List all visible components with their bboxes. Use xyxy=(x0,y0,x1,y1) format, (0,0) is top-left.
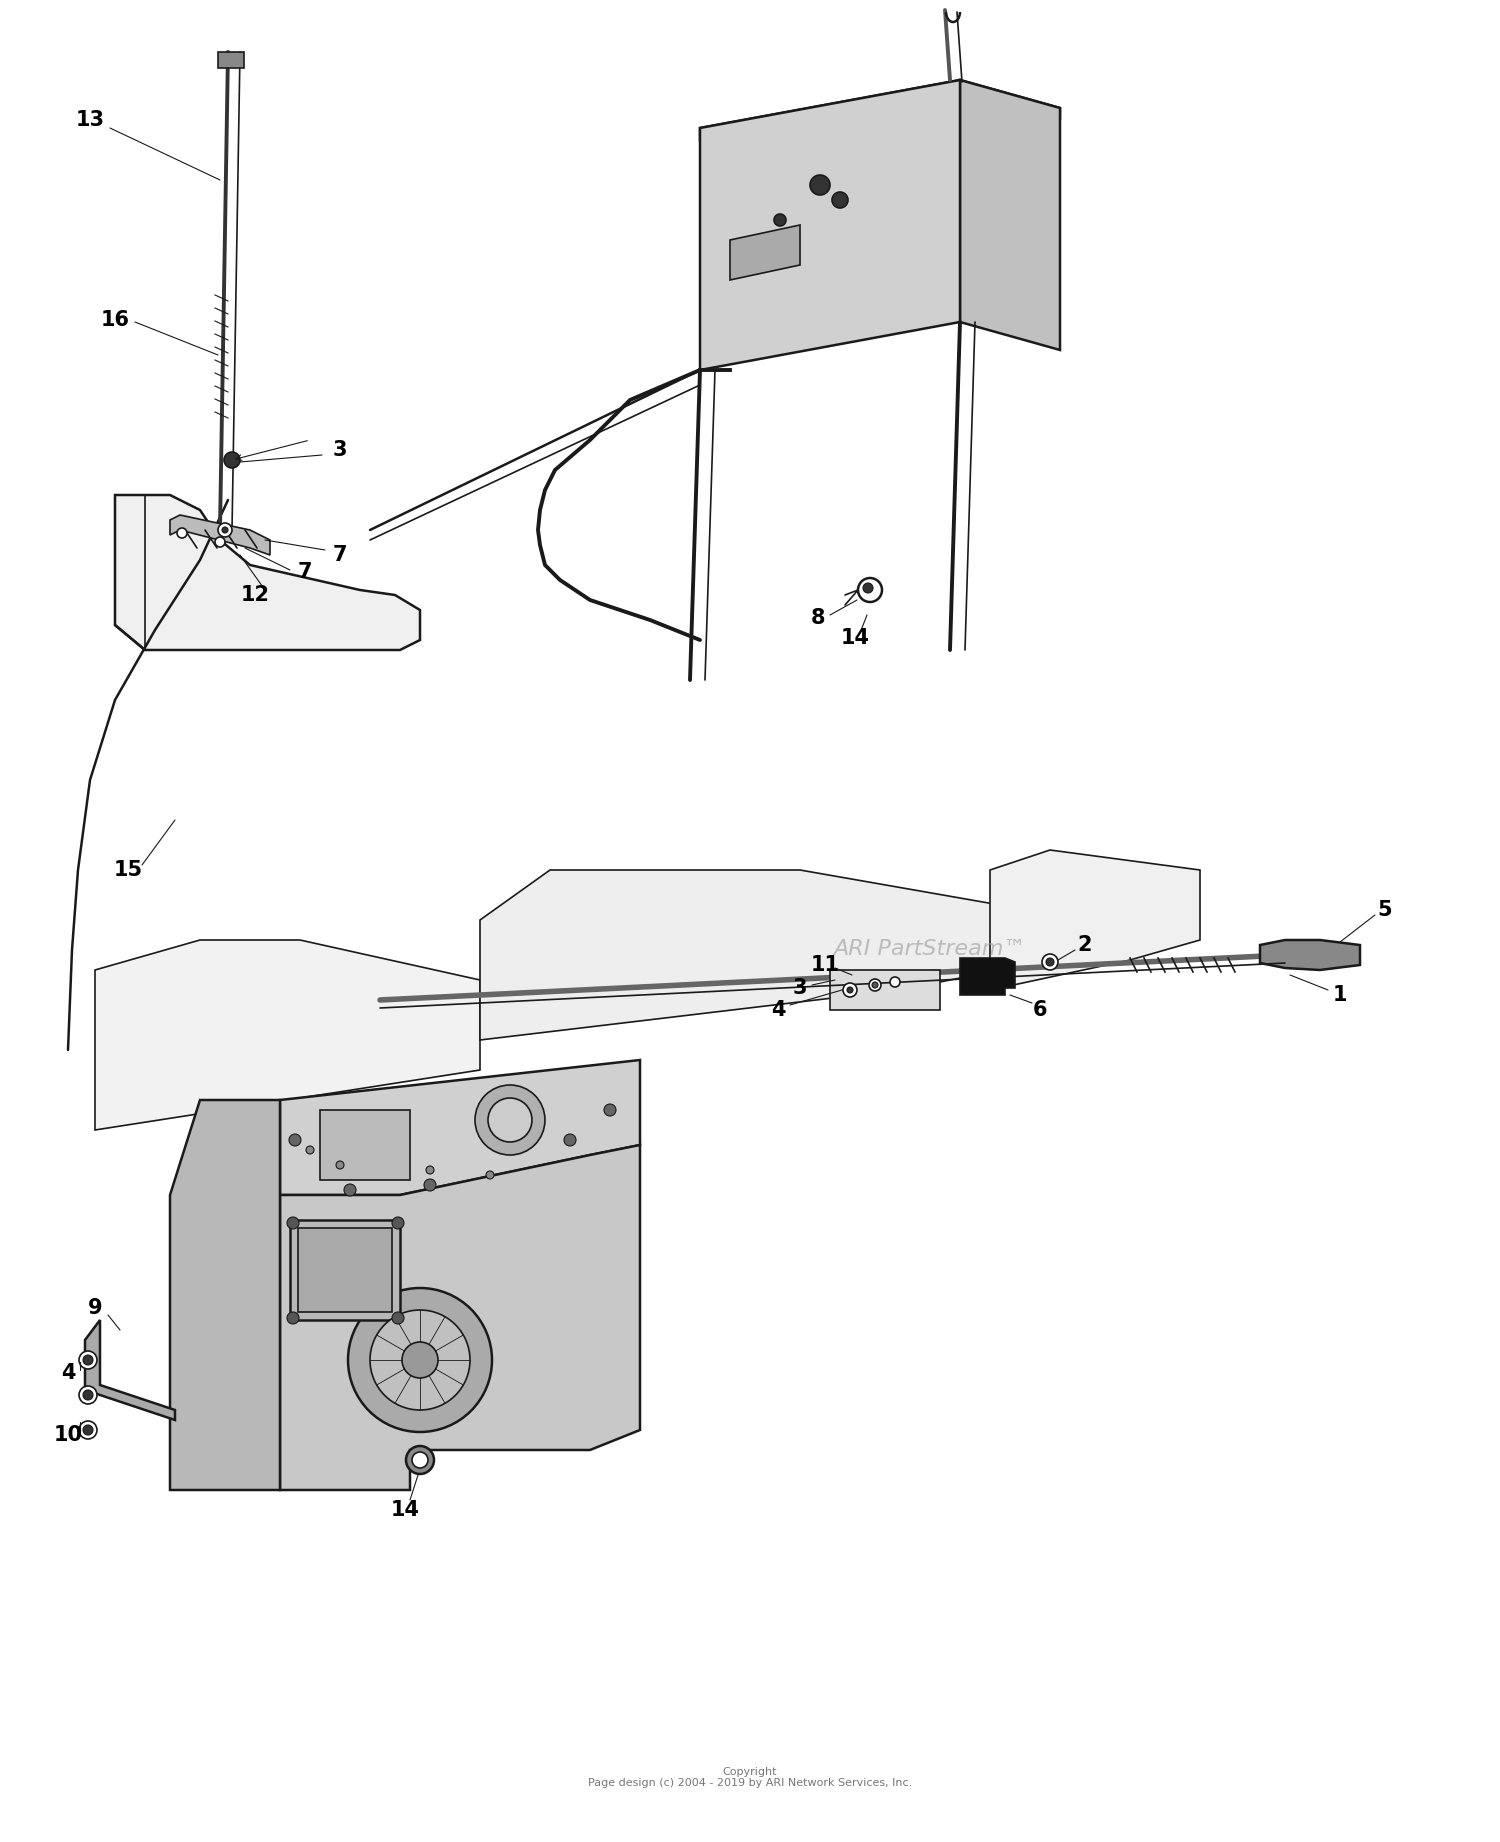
Circle shape xyxy=(871,982,877,987)
Text: 4: 4 xyxy=(60,1363,75,1383)
Polygon shape xyxy=(116,495,420,650)
Text: 14: 14 xyxy=(390,1499,420,1520)
Circle shape xyxy=(217,523,232,538)
Circle shape xyxy=(488,1098,532,1142)
Circle shape xyxy=(833,192,848,208)
Bar xyxy=(290,1219,400,1321)
Circle shape xyxy=(564,1135,576,1146)
Text: 2: 2 xyxy=(1077,936,1092,954)
Text: 15: 15 xyxy=(114,860,142,880)
Polygon shape xyxy=(480,869,1000,1041)
Circle shape xyxy=(222,527,228,532)
Circle shape xyxy=(286,1312,298,1324)
Circle shape xyxy=(862,584,873,593)
Circle shape xyxy=(177,529,188,538)
Circle shape xyxy=(774,214,786,227)
Text: 16: 16 xyxy=(100,309,129,330)
Text: 11: 11 xyxy=(810,954,840,974)
Circle shape xyxy=(810,175,830,195)
Polygon shape xyxy=(86,1321,176,1420)
Text: 4: 4 xyxy=(771,1000,786,1020)
Circle shape xyxy=(858,578,882,602)
Text: 7: 7 xyxy=(333,545,346,565)
Polygon shape xyxy=(217,52,244,68)
Circle shape xyxy=(348,1288,492,1431)
Circle shape xyxy=(80,1385,98,1404)
Bar xyxy=(320,1111,410,1181)
Circle shape xyxy=(476,1085,544,1155)
Circle shape xyxy=(392,1312,404,1324)
Polygon shape xyxy=(170,516,270,554)
Circle shape xyxy=(424,1179,436,1192)
Polygon shape xyxy=(94,939,480,1129)
Circle shape xyxy=(306,1146,314,1153)
Circle shape xyxy=(1046,958,1054,965)
Circle shape xyxy=(80,1420,98,1439)
Polygon shape xyxy=(170,1100,280,1490)
Text: 3: 3 xyxy=(792,978,807,998)
Circle shape xyxy=(413,1451,428,1468)
Polygon shape xyxy=(990,849,1200,989)
Circle shape xyxy=(847,987,853,993)
Circle shape xyxy=(486,1172,494,1179)
Circle shape xyxy=(426,1166,433,1173)
Bar xyxy=(298,1229,392,1312)
Text: ARI PartStream™: ARI PartStream™ xyxy=(834,939,1026,958)
Text: 5: 5 xyxy=(1377,901,1392,919)
Text: 14: 14 xyxy=(840,628,870,648)
Polygon shape xyxy=(730,225,800,280)
Circle shape xyxy=(1042,954,1058,971)
Circle shape xyxy=(286,1218,298,1229)
Circle shape xyxy=(402,1343,438,1378)
Circle shape xyxy=(604,1103,616,1116)
Polygon shape xyxy=(280,1146,640,1490)
Circle shape xyxy=(344,1184,355,1195)
Text: 8: 8 xyxy=(810,608,825,628)
Text: 7: 7 xyxy=(297,562,312,582)
Circle shape xyxy=(890,976,900,987)
Text: 6: 6 xyxy=(1032,1000,1047,1020)
Text: 1: 1 xyxy=(1332,985,1347,1006)
Text: 10: 10 xyxy=(54,1426,82,1444)
Text: 12: 12 xyxy=(240,586,270,604)
Polygon shape xyxy=(280,1059,640,1195)
Circle shape xyxy=(82,1356,93,1365)
Text: Copyright
Page design (c) 2004 - 2019 by ARI Network Services, Inc.: Copyright Page design (c) 2004 - 2019 by… xyxy=(588,1766,912,1789)
Circle shape xyxy=(843,984,856,997)
Polygon shape xyxy=(960,79,1060,350)
Circle shape xyxy=(370,1310,470,1409)
Polygon shape xyxy=(700,79,960,370)
Circle shape xyxy=(80,1350,98,1369)
Bar xyxy=(830,971,940,1009)
Circle shape xyxy=(336,1160,344,1170)
Circle shape xyxy=(224,451,240,468)
Text: 13: 13 xyxy=(75,111,105,131)
Polygon shape xyxy=(960,958,1016,995)
Circle shape xyxy=(868,978,880,991)
Circle shape xyxy=(214,538,225,547)
Polygon shape xyxy=(700,79,1060,140)
Circle shape xyxy=(406,1446,433,1474)
Circle shape xyxy=(290,1135,302,1146)
Circle shape xyxy=(392,1218,404,1229)
Circle shape xyxy=(82,1426,93,1435)
Circle shape xyxy=(82,1391,93,1400)
Text: 9: 9 xyxy=(87,1299,102,1319)
Text: 3: 3 xyxy=(333,440,346,460)
Polygon shape xyxy=(1260,939,1360,971)
